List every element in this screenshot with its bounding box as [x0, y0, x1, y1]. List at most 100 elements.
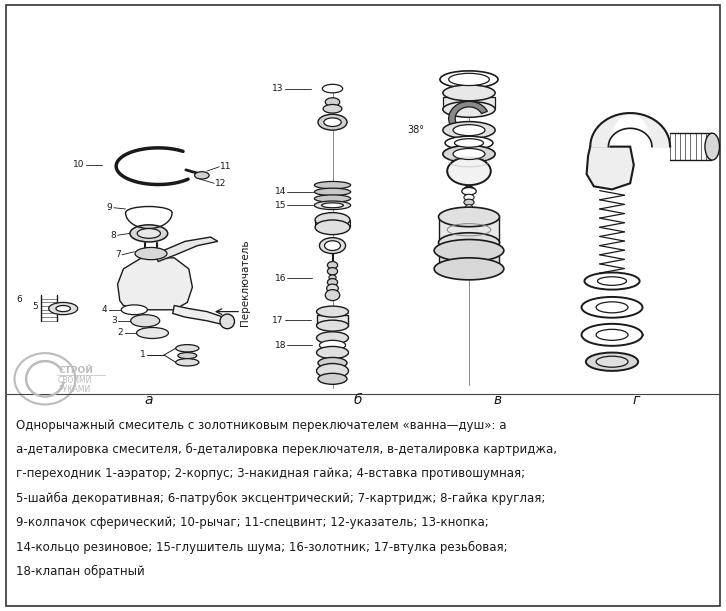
Ellipse shape	[323, 104, 342, 113]
Ellipse shape	[462, 188, 476, 195]
Ellipse shape	[131, 315, 160, 327]
Ellipse shape	[318, 373, 347, 384]
Ellipse shape	[584, 273, 640, 290]
Bar	[439, 254, 499, 266]
Text: г-переходник 1-аэратор; 2-корпус; 3-накидная гайка; 4-вставка противошумная;: г-переходник 1-аэратор; 2-корпус; 3-наки…	[16, 467, 525, 480]
Ellipse shape	[318, 357, 347, 368]
Text: 9-колпачок сферический; 10-рычаг; 11-спецвинт; 12-указатель; 13-кнопка;: 9-колпачок сферический; 10-рычаг; 11-спе…	[16, 516, 489, 529]
Text: 14: 14	[274, 188, 286, 196]
Ellipse shape	[439, 207, 499, 227]
Ellipse shape	[434, 258, 504, 280]
Ellipse shape	[322, 203, 343, 208]
Text: в: в	[493, 393, 502, 407]
Text: 16: 16	[274, 274, 286, 282]
Text: 7: 7	[115, 251, 121, 259]
Text: а: а	[144, 393, 153, 407]
Ellipse shape	[582, 324, 643, 346]
Ellipse shape	[317, 306, 348, 317]
Ellipse shape	[445, 136, 493, 150]
Ellipse shape	[439, 233, 499, 252]
Ellipse shape	[327, 262, 338, 269]
Text: 2: 2	[118, 329, 123, 337]
Ellipse shape	[126, 207, 172, 219]
Ellipse shape	[220, 314, 234, 329]
Bar	[439, 217, 499, 243]
Text: г: г	[632, 393, 640, 407]
Text: 3: 3	[111, 316, 117, 325]
Ellipse shape	[317, 364, 348, 378]
Ellipse shape	[319, 340, 346, 350]
Ellipse shape	[317, 332, 348, 344]
Ellipse shape	[465, 205, 473, 210]
Bar	[443, 97, 495, 108]
Text: а-деталировка смесителя, б-деталировка переключателя, в-деталировка картриджа,: а-деталировка смесителя, б-деталировка п…	[16, 443, 557, 456]
Ellipse shape	[443, 122, 495, 139]
Text: Однорычажный смеситель с золотниковым переключателем «ванна—душ»: а: Однорычажный смеситель с золотниковым пе…	[16, 419, 507, 431]
Ellipse shape	[705, 133, 719, 160]
Polygon shape	[156, 237, 218, 262]
Ellipse shape	[440, 71, 498, 88]
Ellipse shape	[443, 145, 495, 163]
Ellipse shape	[49, 302, 78, 315]
Ellipse shape	[314, 181, 351, 189]
Text: 5-шайба декоративная; 6-патрубок эксцентрический; 7-картридж; 8-гайка круглая;: 5-шайба декоративная; 6-патрубок эксцент…	[16, 492, 545, 505]
Ellipse shape	[195, 172, 209, 179]
Ellipse shape	[582, 297, 643, 318]
Ellipse shape	[453, 125, 485, 136]
Ellipse shape	[596, 302, 628, 313]
Ellipse shape	[317, 346, 348, 359]
Ellipse shape	[318, 114, 347, 130]
Text: РУКАМИ: РУКАМИ	[58, 386, 90, 394]
Text: 12: 12	[215, 179, 227, 188]
Ellipse shape	[447, 157, 491, 185]
Text: 38°: 38°	[407, 125, 424, 135]
Text: 11: 11	[220, 163, 232, 171]
Bar	[315, 220, 350, 227]
Ellipse shape	[324, 118, 341, 126]
Ellipse shape	[443, 85, 495, 101]
Ellipse shape	[449, 73, 489, 86]
Ellipse shape	[315, 213, 350, 227]
Text: СТРОЙ: СТРОЙ	[58, 367, 93, 375]
Ellipse shape	[434, 240, 504, 262]
Ellipse shape	[56, 306, 70, 312]
Text: 13: 13	[272, 84, 284, 93]
Text: 4: 4	[102, 306, 107, 314]
Ellipse shape	[464, 199, 474, 205]
Text: 6: 6	[16, 295, 22, 304]
Text: 18-клапан обратный: 18-клапан обратный	[16, 565, 144, 578]
Ellipse shape	[315, 220, 350, 235]
Ellipse shape	[314, 201, 351, 210]
Ellipse shape	[596, 329, 628, 340]
Ellipse shape	[178, 353, 197, 359]
Text: Переключатель: Переключатель	[240, 239, 250, 326]
Ellipse shape	[327, 284, 338, 293]
Text: 14-кольцо резиновое; 15-глушитель шума; 16-золотник; 17-втулка резьбовая;: 14-кольцо резиновое; 15-глушитель шума; …	[16, 541, 507, 554]
Text: 10: 10	[73, 161, 84, 169]
Text: 8: 8	[110, 231, 116, 240]
Ellipse shape	[327, 268, 338, 275]
Ellipse shape	[137, 229, 160, 238]
Ellipse shape	[319, 238, 346, 254]
FancyBboxPatch shape	[6, 5, 720, 606]
Ellipse shape	[325, 290, 340, 301]
Ellipse shape	[596, 356, 628, 367]
Ellipse shape	[454, 139, 484, 147]
Ellipse shape	[322, 84, 343, 93]
Ellipse shape	[176, 345, 199, 352]
Text: СВОИМИ: СВОИМИ	[58, 376, 92, 385]
Ellipse shape	[135, 247, 167, 260]
Text: 18: 18	[274, 341, 286, 349]
Polygon shape	[587, 147, 634, 189]
Text: 9: 9	[107, 203, 113, 212]
Ellipse shape	[327, 279, 338, 286]
Ellipse shape	[136, 327, 168, 338]
Ellipse shape	[314, 188, 351, 196]
Polygon shape	[118, 258, 192, 310]
Wedge shape	[449, 101, 487, 136]
Text: 17: 17	[272, 316, 284, 324]
Ellipse shape	[121, 305, 147, 315]
Bar	[317, 315, 348, 326]
Text: 1: 1	[140, 351, 146, 359]
Ellipse shape	[464, 194, 474, 200]
